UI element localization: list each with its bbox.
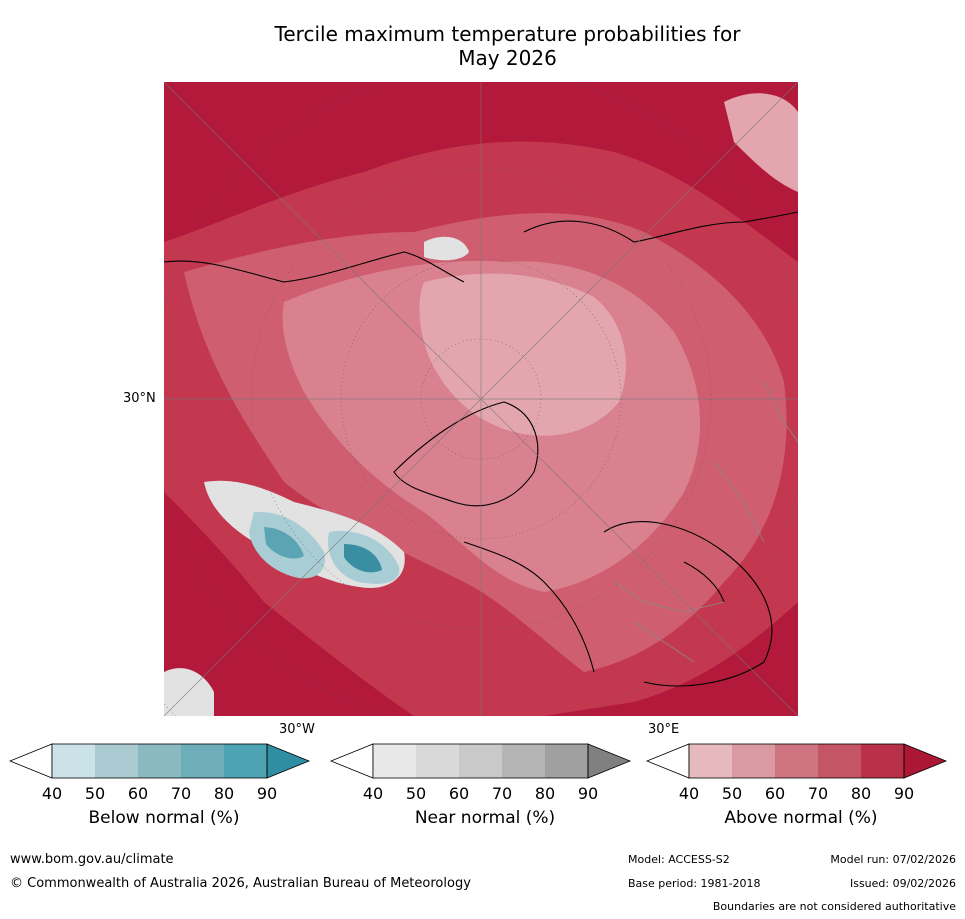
colorbar-segment [818, 744, 861, 778]
colorbar-segment [224, 744, 267, 778]
website-link[interactable]: www.bom.gov.au/climate [10, 852, 174, 867]
colorbar-segment [545, 744, 588, 778]
colorbar-segment [373, 744, 416, 778]
colorbar-outline [688, 743, 905, 779]
colorbar-near-ticks: 40 50 60 70 80 90 [330, 784, 640, 804]
chart-title: Tercile maximum temperature probabilitie… [0, 22, 965, 70]
colorbar-extend-high [903, 743, 948, 779]
colorbar-segment [52, 744, 95, 778]
colorbar-tick-label: 90 [577, 784, 599, 803]
colorbar-below: 40 50 60 70 80 90 Below normal (%) [9, 742, 319, 832]
colorbar-segment [689, 744, 732, 778]
colorbar-above-ticks: 40 50 60 70 80 90 [646, 784, 956, 804]
colorbar-segment [416, 744, 459, 778]
colorbar-segment [502, 744, 545, 778]
colorbar-tick-label: 80 [213, 784, 235, 803]
colorbar-tick-label: 80 [534, 784, 556, 803]
disclaimer: Boundaries are not considered authoritat… [712, 900, 956, 913]
colorbar-tick-label: 80 [850, 784, 872, 803]
colorbar-near-label: Near normal (%) [414, 808, 556, 828]
colorbar-above: 40 50 60 70 80 90 Above normal (%) [646, 742, 956, 832]
colorbar-tick-label: 40 [41, 784, 63, 803]
colorbar-outline [372, 743, 589, 779]
colorbar-segment [732, 744, 775, 778]
label-30e: 30°E [648, 722, 680, 737]
colorbar-extend-high [266, 743, 311, 779]
region-below-normal-c [264, 527, 304, 559]
country-borders [613, 381, 798, 663]
map-svg [164, 82, 798, 716]
colorbar-below-label: Below normal (%) [88, 808, 240, 828]
issued-date: Issued: 09/02/2026 [849, 877, 956, 890]
region-above-50-b [724, 93, 798, 192]
label-30n: 30°N [123, 391, 156, 406]
colorbar-segment [181, 744, 224, 778]
region-above-50 [419, 273, 626, 436]
colorbar-extend-low [330, 743, 374, 779]
colorbar-extend-high [587, 743, 632, 779]
colorbar-below-svg [9, 743, 311, 779]
colorbar-tick-label: 70 [807, 784, 829, 803]
region-below-normal-d [344, 544, 382, 573]
colorbar-tick-label: 50 [405, 784, 427, 803]
coastlines [164, 211, 798, 687]
colorbar-tick-label: 40 [362, 784, 384, 803]
colorbar-segment [775, 744, 818, 778]
colorbar-tick-label: 60 [448, 784, 470, 803]
colorbar-near: 40 50 60 70 80 90 Near normal (%) [330, 742, 640, 832]
colorbar-above-label: Above normal (%) [724, 808, 878, 828]
title-line-1: Tercile maximum temperature probabilitie… [274, 22, 741, 46]
colorbar-near-svg [330, 743, 632, 779]
region-near-normal-c [424, 236, 469, 261]
colorbar-tick-label: 50 [84, 784, 106, 803]
colorbar-above-svg [646, 743, 948, 779]
colorbar-segment [138, 744, 181, 778]
colorbar-tick-label: 60 [764, 784, 786, 803]
meridians [164, 82, 798, 716]
colorbar-tick-label: 50 [721, 784, 743, 803]
label-30w: 30°W [279, 722, 315, 737]
colorbar-tick-label: 40 [678, 784, 700, 803]
title-line-2: May 2026 [458, 46, 557, 70]
colorbar-tick-label: 90 [256, 784, 278, 803]
colorbar-segment [459, 744, 502, 778]
probability-map [164, 82, 798, 716]
colorbar-tick-label: 70 [491, 784, 513, 803]
colorbar-segment [861, 744, 904, 778]
colorbar-tick-label: 90 [893, 784, 915, 803]
colorbar-tick-label: 60 [127, 784, 149, 803]
colorbar-extend-low [9, 743, 53, 779]
colorbar-below-ticks: 40 50 60 70 80 90 [9, 784, 319, 804]
copyright: © Commonwealth of Australia 2026, Austra… [10, 876, 471, 891]
colorbar-tick-label: 70 [170, 784, 192, 803]
colorbar-extend-low [646, 743, 690, 779]
model-run: Model run: 07/02/2026 [830, 853, 956, 866]
region-near-normal-b [164, 668, 214, 716]
model-name: Model: ACCESS-S2 [628, 853, 730, 866]
base-period: Base period: 1981-2018 [628, 877, 761, 890]
colorbar-segment [95, 744, 138, 778]
colorbar-outline [51, 743, 268, 779]
